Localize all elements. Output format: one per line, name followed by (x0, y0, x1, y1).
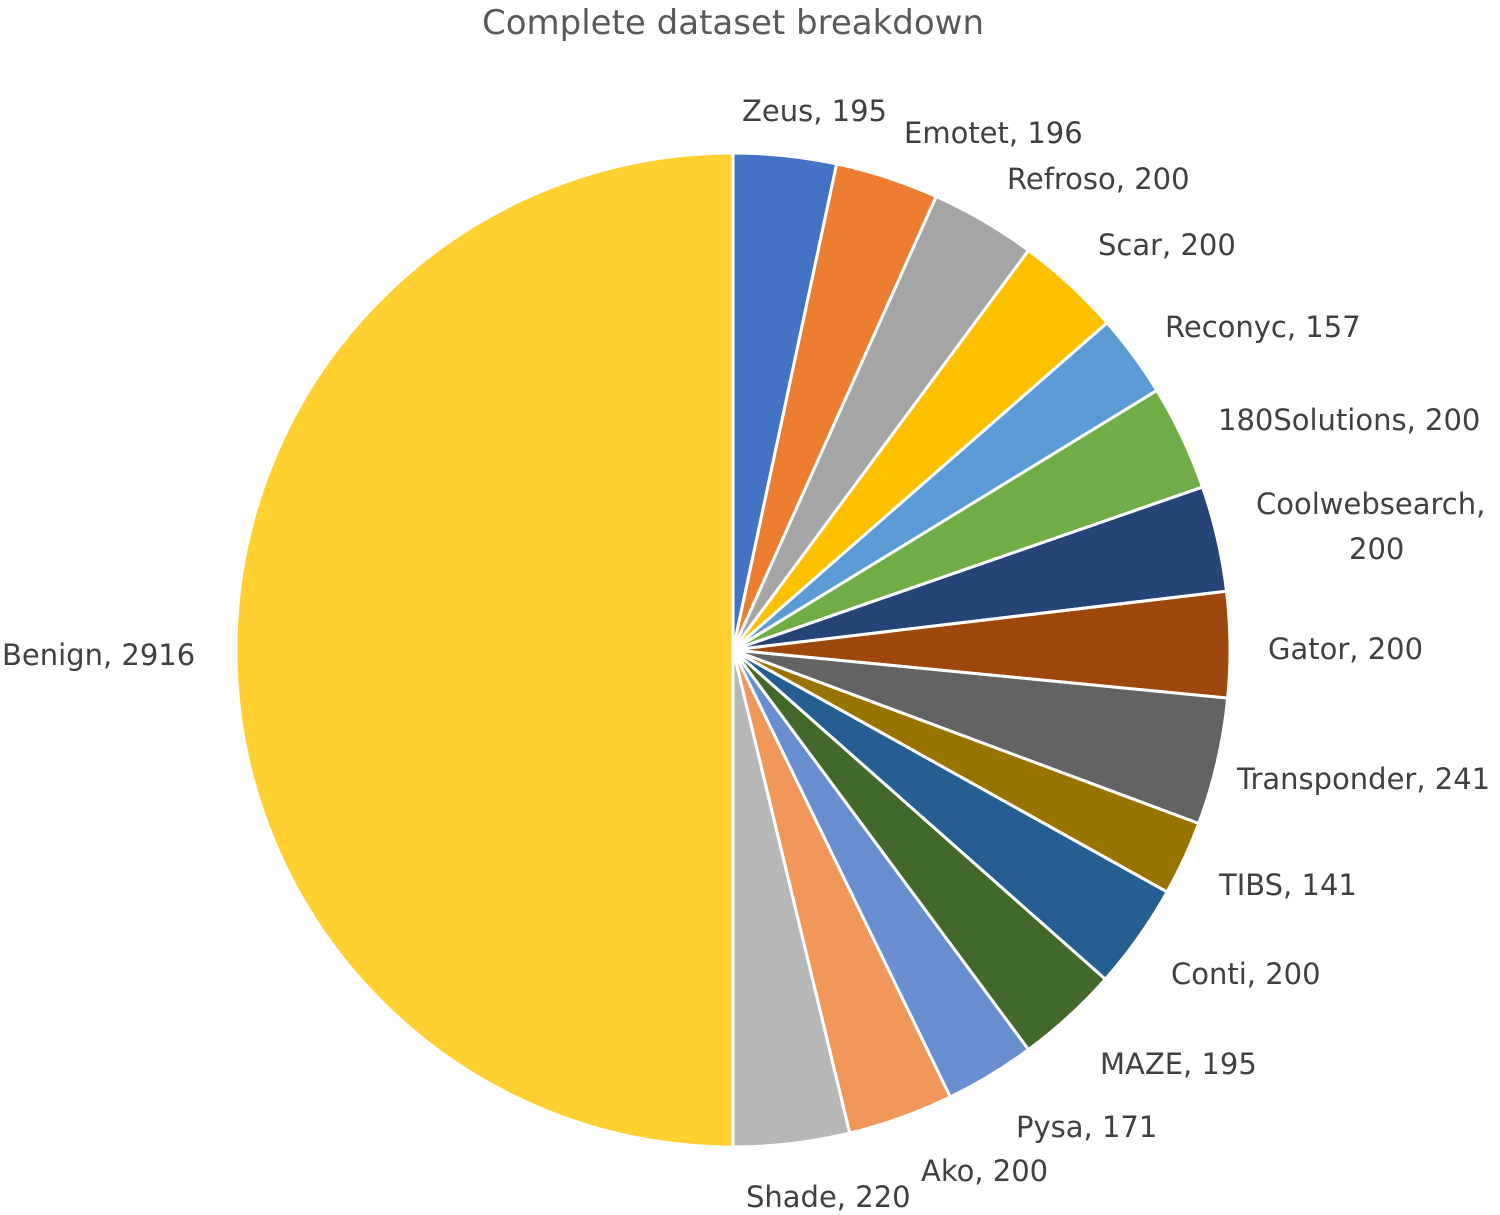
data-label-benign: Benign, 2916 (2, 638, 195, 672)
data-label-ako: Ako, 200 (921, 1154, 1048, 1188)
data-label-coolwebsearch: Coolwebsearch, 200 (1256, 487, 1485, 566)
data-label-emotet: Emotet, 196 (904, 116, 1083, 150)
data-label-maze: MAZE, 195 (1100, 1047, 1257, 1081)
data-label-gator: Gator, 200 (1268, 632, 1423, 666)
data-label-reconyc: Reconyc, 157 (1165, 310, 1361, 344)
data-label-180solutions: 180Solutions, 200 (1218, 403, 1480, 437)
data-label-transponder: Transponder, 241 (1236, 762, 1490, 796)
data-label-scar: Scar, 200 (1098, 228, 1236, 262)
data-label-conti: Conti, 200 (1171, 957, 1321, 991)
chart-title: Complete dataset breakdown (482, 3, 984, 43)
data-label-pysa: Pysa, 171 (1016, 1110, 1157, 1144)
pie-slice-benign (234, 151, 735, 1149)
pie-labels: Zeus, 195 Emotet, 196 Refroso, 200 Scar, 20… (2, 94, 1490, 1214)
pie-slices (234, 151, 1232, 1149)
data-label-shade: Shade, 220 (746, 1180, 911, 1214)
data-label-zeus: Zeus, 195 (742, 94, 887, 128)
data-label-tibs: TIBS, 141 (1218, 868, 1357, 902)
data-label-refroso: Refroso, 200 (1007, 162, 1190, 196)
